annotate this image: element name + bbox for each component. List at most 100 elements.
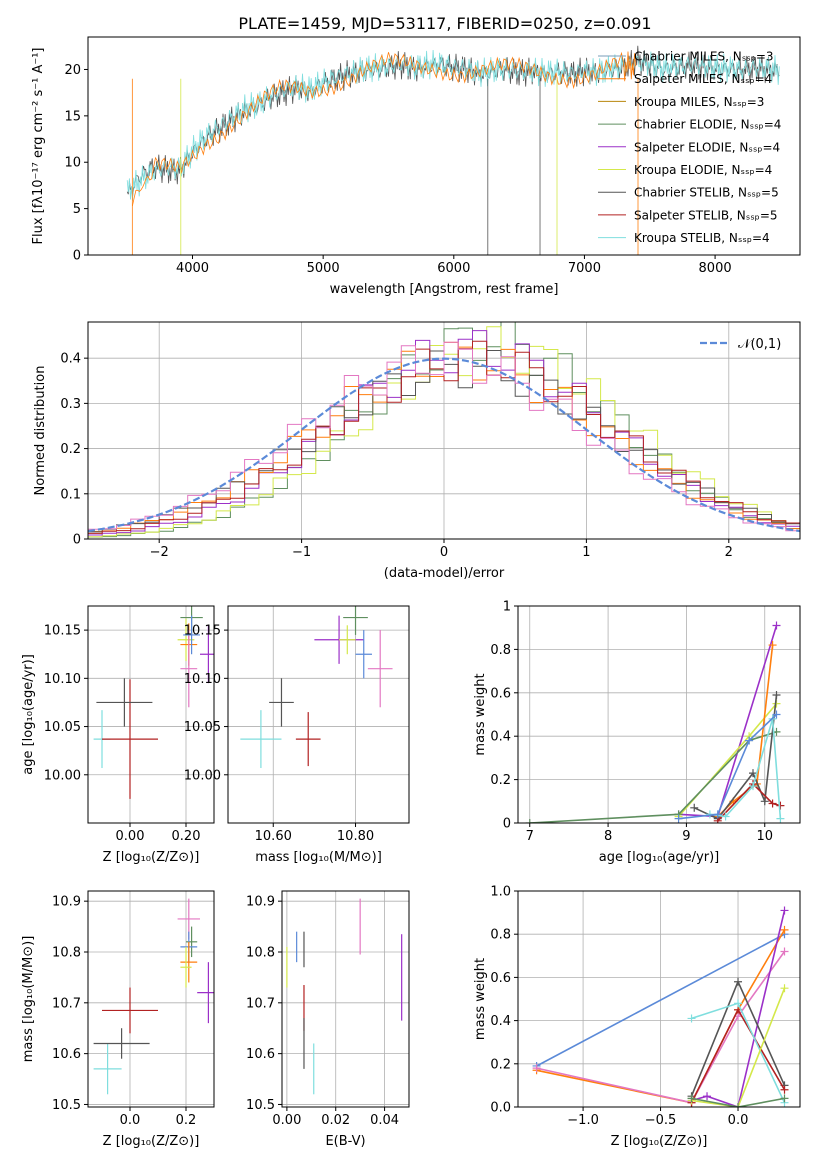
y-tick-label: 0.1 [60,487,81,502]
weight-marker [532,1064,541,1073]
spectrum-line [126,49,780,201]
weight-marker [780,906,789,915]
weight-marker [768,799,777,808]
spectrum-line [132,51,636,206]
y-tick-label: 10.8 [52,945,81,960]
y-tick-label: 0.0 [490,1101,511,1116]
chart-mass_vs_EBV: 0.00 0.02 0.04 10.5 10.6 10.7 10.8 10.9 E(B-V) [246,890,410,1149]
y-tick-label: 10.05 [44,720,81,735]
legend-label: Chabrier ELODIE, Nₛₛₚ=4 [634,118,781,132]
plot-area [126,45,780,255]
weight-line [691,987,786,1107]
y-tick-label: 10.8 [246,945,275,960]
y-tick-label: 10.5 [246,1098,275,1113]
weight-marker [772,690,781,699]
axes-frame [87,605,215,824]
weight-marker [690,803,699,812]
weight-marker [687,1094,696,1103]
weight-marker [749,782,757,791]
legend-label: 𝒩(0,1) [738,337,781,352]
plot-area [93,898,214,1095]
weight-line [717,782,781,822]
y-tick-label: 10.05 [184,720,221,735]
y-tick-label: 1.0 [490,885,511,900]
x-tick-label: 8 [604,829,612,844]
chart-residuals: −2 −1 0 1 2 0 0.1 0.2 0.3 0.4 (data-model)/error No… [33,321,801,581]
chart-weight_vs_age: 7 8 9 10 0 0.2 0.4 0.6 0.8 1 age [log₁₀(age/yr)] ma… [473,600,801,865]
weight-marker [772,621,781,630]
y-tick-label: 10.10 [184,672,221,687]
x-axis-label: E(B-V) [325,1134,365,1149]
weight-line [678,713,778,820]
x-tick-label: 0.2 [176,1113,197,1128]
axes-frame [87,890,215,1108]
y-axis-label: mass weight [473,673,488,755]
chart-spectrum: 4000 5000 6000 7000 8000 0 5 10 15 20 wavelength [… [31,36,801,297]
plot-area [286,898,403,1095]
weight-marker [780,984,789,993]
weight-marker [674,814,683,823]
y-tick-label: 10.00 [184,768,221,783]
y-tick-label: 20 [64,63,81,78]
y-tick-label: 0.2 [490,773,511,788]
x-tick-label: 5000 [307,261,340,276]
chart-age_vs_Z: 0.00 0.20 10.00 10.05 10.10 10.15 Z [log₁₀(Z/Z… [21,605,215,865]
weight-line [691,910,786,1107]
weight-marker [760,797,769,806]
y-tick-label: 10.6 [52,1047,81,1062]
weight-marker [721,812,730,821]
x-tick-label: −1.0 [567,1113,599,1128]
weight-marker [780,925,789,934]
y-axis-label: age [log₁₀(age/yr)] [21,654,36,775]
x-tick-label: 0.02 [321,1113,350,1128]
plot-area [525,621,785,823]
figure-title: PLATE=1459, MJD=53117, FIBERID=0250, z=0… [238,14,651,33]
x-axis-label: age [log₁₀(age/yr)] [599,850,720,865]
legend-label: Kroupa ELODIE, Nₛₛₚ=4 [634,163,772,177]
x-tick-label: 6000 [437,261,470,276]
x-axis-label: (data-model)/error [384,566,505,581]
y-axis-label: mass weight [473,958,488,1040]
y-axis-label: Flux [fλ10⁻¹⁷ erg cm⁻² s⁻¹ A⁻¹] [31,48,46,245]
chart-mass_vs_Z: 0.0 0.2 10.5 10.6 10.7 10.8 10.9 Z [log₁₀(Z/Z⊙)… [21,890,215,1149]
y-tick-label: 10.7 [246,996,275,1011]
x-tick-label: 10.60 [255,829,292,844]
x-tick-label: 0 [440,545,448,560]
x-tick-label: 0.0 [120,1113,141,1128]
y-tick-label: 0 [73,533,81,548]
y-tick-label: 10.10 [44,672,81,687]
x-tick-label: −1 [292,545,311,560]
x-axis-label: Z [log₁₀(Z/Z⊙)] [103,1134,200,1149]
y-tick-label: 10.6 [246,1047,275,1062]
x-tick-label: 8000 [699,261,732,276]
legend-label: Kroupa STELIB, Nₛₛₚ=4 [634,231,770,245]
y-tick-label: 0.4 [60,352,81,367]
y-tick-label: 0 [73,249,81,264]
y-tick-label: 0 [503,817,511,832]
x-tick-label: 0.00 [116,829,145,844]
weight-marker [687,1014,696,1023]
x-tick-label: 10.80 [337,829,374,844]
weight-marker [749,769,757,778]
y-axis-label: Normed distribution [33,366,48,496]
plot-area [93,606,214,799]
x-tick-label: 0.20 [172,829,201,844]
legend-label: Salpeter STELIB, Nₛₛₚ=5 [634,208,778,222]
y-tick-label: 10.15 [44,624,81,639]
y-tick-label: 10.9 [52,895,81,910]
y-tick-label: 10.15 [184,624,221,639]
axes-frame [227,605,410,824]
weight-marker [780,1085,789,1094]
y-tick-label: 0.2 [60,442,81,457]
y-tick-label: 0.6 [490,971,511,986]
weight-marker [734,999,743,1008]
plot-area [88,322,800,538]
x-tick-label: 0.04 [370,1113,399,1128]
plot-area [240,606,393,769]
y-tick-label: 15 [64,109,81,124]
x-axis-label: wavelength [Angstrom, rest frame] [330,282,559,297]
x-tick-label: 7000 [568,261,601,276]
weight-marker [768,641,777,650]
x-tick-label: 0.00 [272,1113,301,1128]
